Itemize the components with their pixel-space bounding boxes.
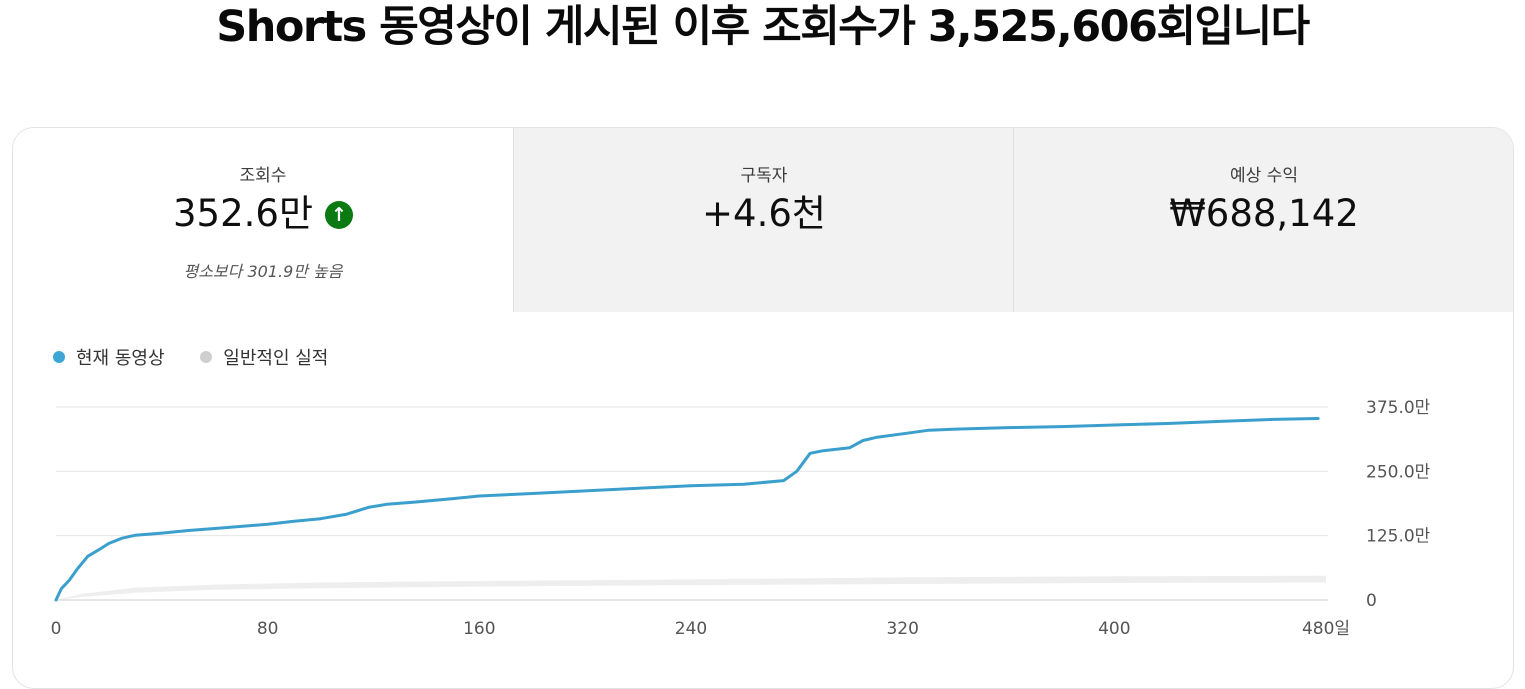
metric-label: 조회수 xyxy=(239,166,287,186)
metric-value: 352.6만 ↑ xyxy=(13,190,513,238)
legend-item-current: 현재 동영상 xyxy=(53,344,165,370)
legend-label: 현재 동영상 xyxy=(76,348,165,369)
y-tick-label: 0 xyxy=(1366,591,1377,611)
metric-tabs: 조회수 352.6만 ↑ 평소보다 301.9만 높음 구독자 +4.6천 예상 … xyxy=(13,128,1513,312)
metric-value: ₩688,142 xyxy=(1169,192,1359,235)
metric-comparison-note: 평소보다 301.9만 높음 xyxy=(183,262,343,281)
metric-tab-views[interactable]: 조회수 352.6만 ↑ 평소보다 301.9만 높음 xyxy=(13,128,513,312)
typical-performance-band xyxy=(56,575,1326,600)
legend-item-typical: 일반적인 실적 xyxy=(200,344,328,370)
x-tick-label: 0 xyxy=(51,619,62,639)
x-tick-label: 80 xyxy=(257,619,279,639)
x-tick-label: 240 xyxy=(675,619,707,639)
metric-tab-revenue[interactable]: 예상 수익 ₩688,142 xyxy=(1013,128,1513,312)
x-tick-label: 400 xyxy=(1098,619,1130,639)
analytics-card: 조회수 352.6만 ↑ 평소보다 301.9만 높음 구독자 +4.6천 예상 … xyxy=(12,127,1514,689)
page-headline: Shorts 동영상이 게시된 이후 조회수가 3,525,606회입니다 xyxy=(216,2,1310,52)
metric-label: 구독자 xyxy=(740,166,788,186)
current-video-line xyxy=(54,417,1320,602)
metric-label: 예상 수익 xyxy=(1230,166,1298,186)
legend-label: 일반적인 실적 xyxy=(223,348,329,369)
arrow-up-icon: ↑ xyxy=(324,201,353,229)
metric-tab-subscribers[interactable]: 구독자 +4.6천 xyxy=(513,128,1014,312)
legend-dot-icon xyxy=(200,351,213,363)
x-tick-label: 480일 xyxy=(1302,619,1350,639)
y-tick-label: 125.0만 xyxy=(1366,527,1431,547)
y-tick-label: 375.0만 xyxy=(1366,398,1431,418)
legend-dot-icon xyxy=(53,351,65,363)
metric-value: +4.6천 xyxy=(702,192,826,235)
y-tick-label: 250.0만 xyxy=(1366,462,1431,482)
x-tick-label: 320 xyxy=(886,619,918,639)
views-line-chart: 0 125.0만 250.0만 375.0만 0 80 160 240 320 400 480일 xyxy=(51,398,1431,639)
chart-legend: 현재 동영상 일반적인 실적 xyxy=(53,344,358,370)
metric-value-text: 352.6만 xyxy=(173,192,313,235)
x-tick-label: 160 xyxy=(463,619,495,639)
